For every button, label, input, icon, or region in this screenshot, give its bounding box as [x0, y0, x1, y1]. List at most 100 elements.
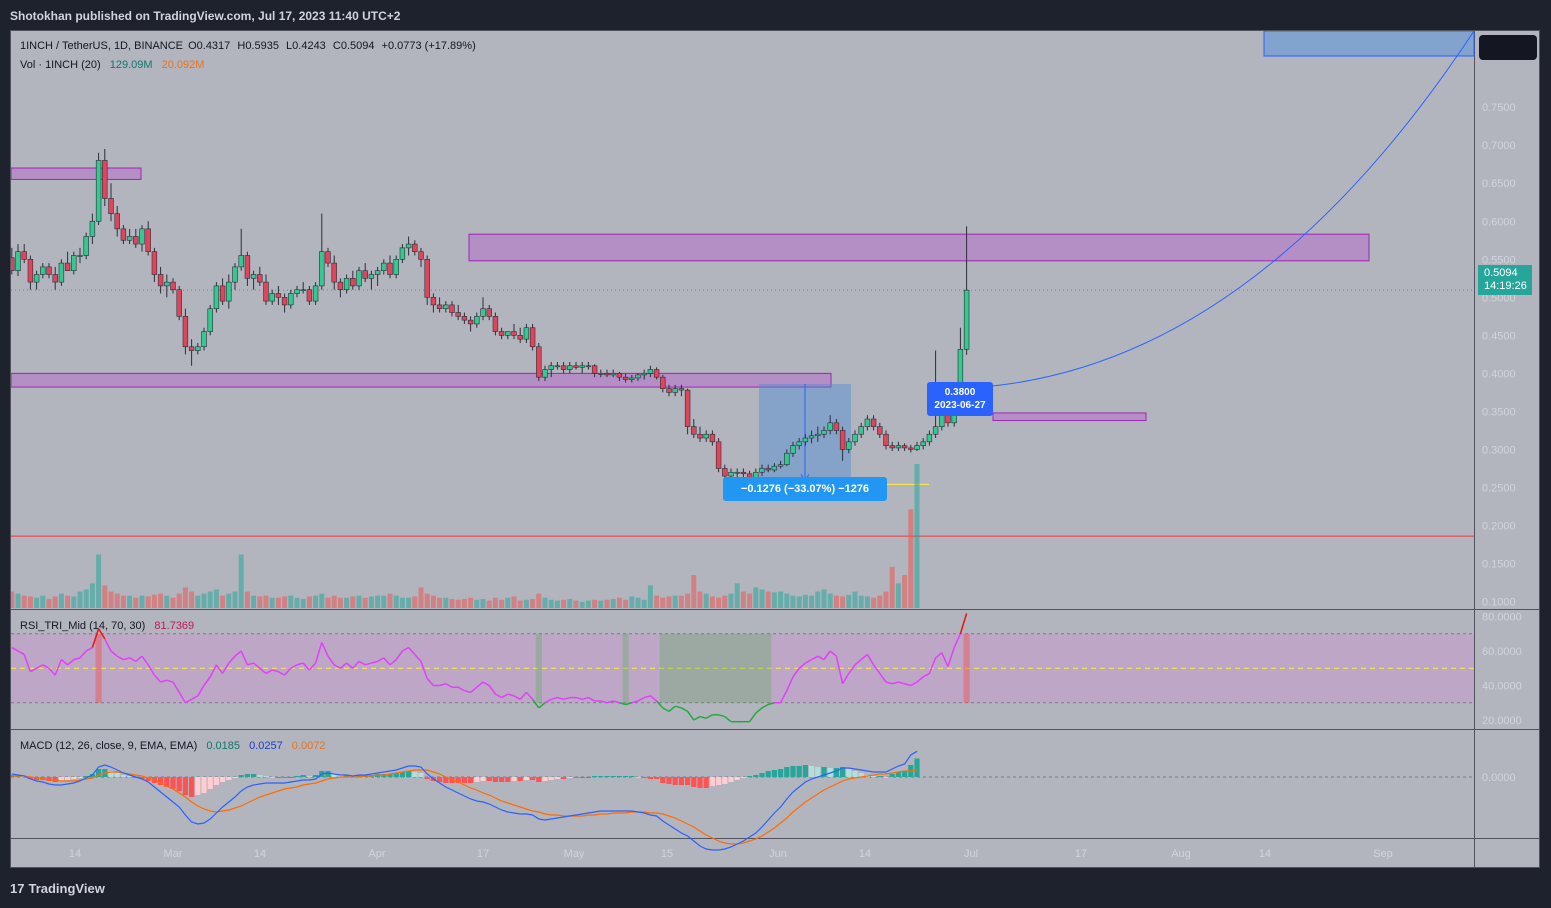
candle-body — [505, 331, 511, 336]
rsi-segment — [519, 691, 527, 700]
macd-hist-bar — [877, 776, 883, 777]
rsi-segment — [891, 681, 899, 685]
rsi-overbought-shade — [95, 633, 102, 703]
volume-bar — [542, 597, 548, 608]
rsi-segment — [228, 655, 236, 664]
macd-hist-bar — [213, 777, 219, 785]
macd-hist-bar — [778, 769, 784, 777]
volume-ma-value: 20.092M — [161, 59, 205, 71]
price-badge: 0.5094 14:19:26 — [1478, 265, 1532, 295]
candle-body — [498, 331, 505, 336]
tradingview-logo[interactable]: 17 TradingView — [10, 881, 105, 896]
brand-text: TradingView — [28, 881, 105, 896]
chart-canvas[interactable]: 0.7500 0.7000 0.6500 0.6000 0.5500 0.5000 0.45… — [11, 31, 1539, 867]
volume-bar — [344, 597, 350, 608]
candle-body — [802, 437, 809, 443]
volume-bar — [567, 598, 573, 608]
rsi-segment — [513, 695, 521, 700]
volume-bar — [83, 589, 89, 608]
rsi-segment — [482, 681, 490, 687]
rsi-segment — [302, 662, 310, 671]
volume-bar — [722, 595, 728, 608]
rsi-segment — [724, 715, 732, 723]
candle-body — [399, 247, 406, 260]
rsi-segment — [321, 642, 329, 657]
rsi-segment — [377, 657, 385, 663]
volume-bar — [11, 591, 15, 608]
rsi-overbought-shade — [963, 633, 970, 703]
macd-hist-bar — [635, 777, 641, 778]
time-tick-label: Aug — [1171, 848, 1191, 860]
rsi-segment — [172, 681, 180, 693]
macd-hist-bar — [666, 777, 672, 784]
open-label: O — [188, 40, 197, 52]
supply-demand-zone — [11, 167, 142, 180]
volume-bar — [15, 593, 21, 608]
rsi-segment — [699, 715, 707, 719]
macd-hist-bar — [58, 777, 64, 781]
rsi-segment — [544, 698, 552, 704]
candle-body — [529, 327, 536, 348]
time-tick-label: 14 — [1259, 848, 1271, 860]
rsi-segment — [792, 667, 800, 678]
macd-hist-bar — [592, 776, 598, 777]
macd-hist-bar — [114, 773, 120, 777]
macd-hist-bar — [468, 777, 474, 783]
macd-hist-bar — [474, 777, 480, 782]
rsi-segment — [668, 705, 676, 712]
rsi-segment — [203, 676, 211, 686]
candle-body — [46, 266, 52, 275]
candle-body — [33, 274, 40, 283]
macd-hist-bar — [455, 777, 461, 783]
candle-body — [678, 388, 685, 391]
rsi-segment — [718, 714, 726, 718]
top-right-button[interactable] — [1479, 35, 1537, 60]
candle-body — [796, 441, 802, 446]
rsi-segment — [823, 650, 831, 661]
price-tick-label: 0.4000 — [1482, 368, 1516, 380]
rsi-oversold-shade — [678, 633, 685, 703]
volume-bar — [889, 566, 895, 608]
candle-body — [635, 374, 641, 379]
rsi-segment — [631, 700, 639, 704]
candle-body — [672, 388, 678, 393]
rsi-segment — [637, 696, 645, 702]
volume-bar — [883, 591, 889, 608]
volume-bar — [523, 599, 529, 608]
volume-bar — [145, 596, 151, 608]
rsi-segment — [278, 671, 285, 676]
candle-body — [244, 255, 251, 279]
candle-body — [412, 243, 418, 252]
candle-body — [567, 365, 573, 370]
rsi-segment — [457, 686, 465, 692]
volume-bar — [492, 597, 498, 608]
candle-body — [666, 388, 672, 393]
candle-body — [703, 433, 709, 439]
candle-body — [195, 346, 201, 351]
volume-bar — [108, 591, 114, 608]
volume-bar — [58, 593, 64, 608]
macd-hist-bar — [871, 776, 877, 777]
price-tick-label: 0.6000 — [1482, 216, 1516, 228]
candle-body — [728, 471, 734, 477]
chart-frame[interactable]: 0.7500 0.7000 0.6500 0.6000 0.5500 0.5000 0.45… — [10, 30, 1540, 868]
candle-body — [790, 445, 796, 454]
tv-logo-icon: 17 — [10, 881, 25, 896]
volume-bar — [251, 595, 257, 608]
volume-bar — [790, 595, 796, 608]
candle-body — [269, 293, 275, 302]
volume-bar — [393, 595, 399, 608]
volume-bar — [480, 598, 486, 608]
candle-body — [486, 308, 492, 317]
rsi-segment — [866, 654, 875, 666]
volume-bar — [455, 599, 461, 608]
rsi-segment — [327, 655, 335, 666]
rsi-segment — [674, 705, 682, 709]
macd-line — [11, 750, 918, 851]
price-tick-label: 0.5000 — [1482, 292, 1516, 304]
macd-hist-bar — [889, 774, 895, 777]
target-zone — [1263, 31, 1475, 57]
rsi-segment — [191, 695, 199, 700]
macd-hist-bar — [189, 777, 195, 797]
candle-body — [151, 251, 158, 275]
